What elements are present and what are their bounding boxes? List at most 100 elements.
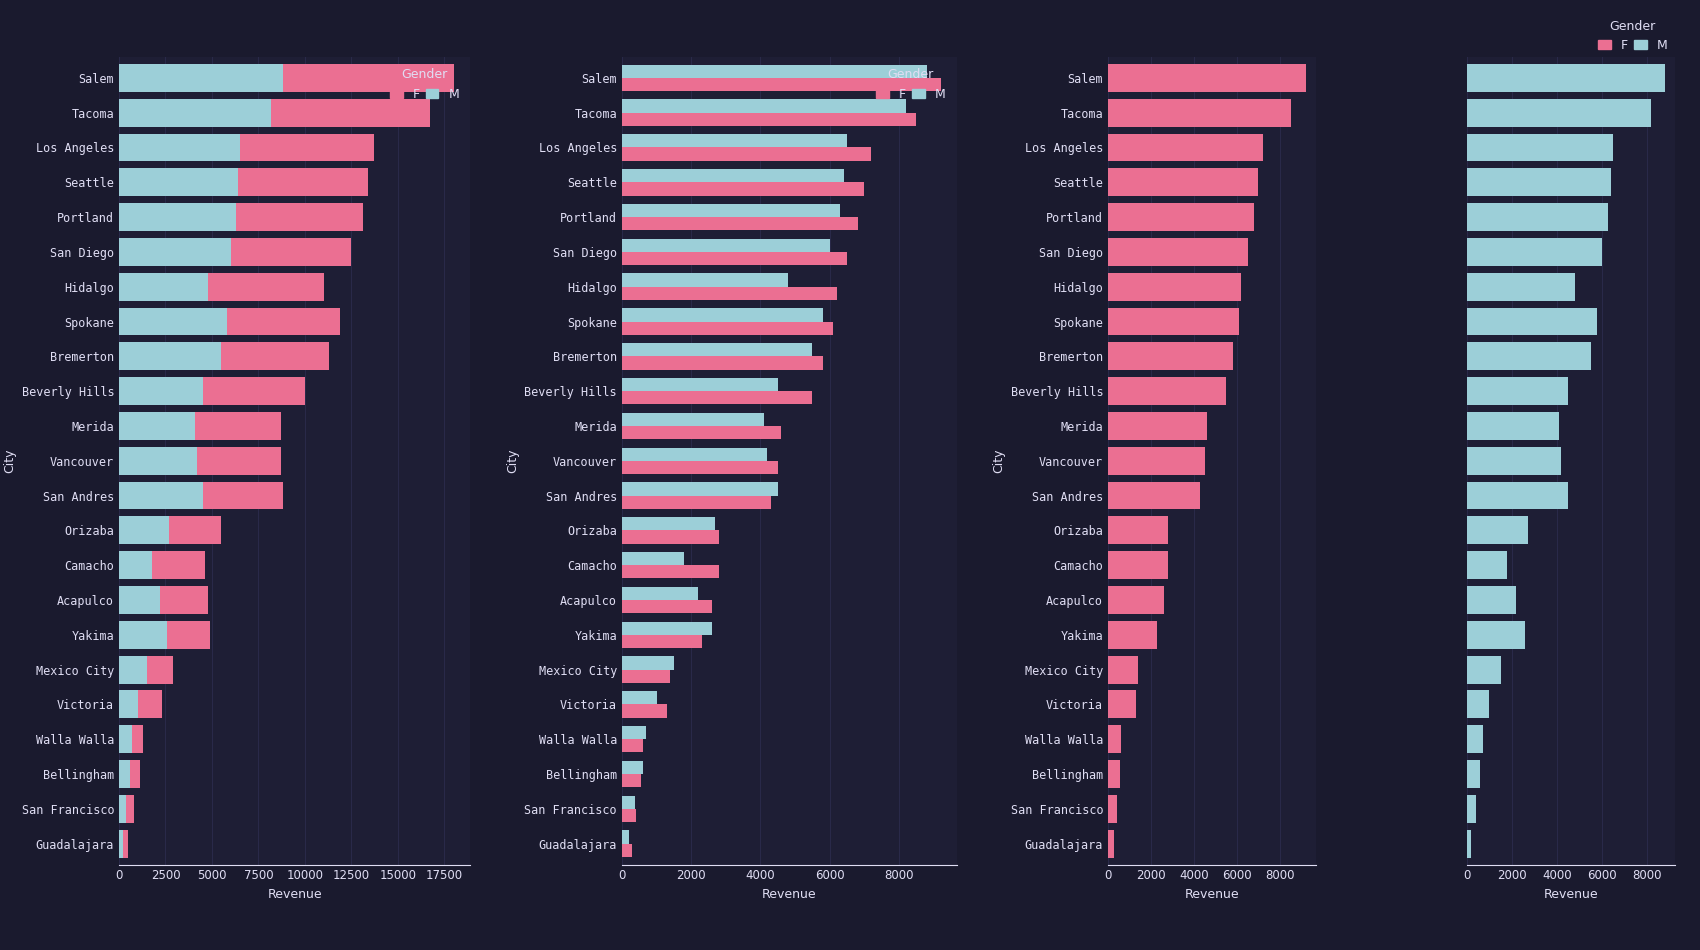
X-axis label: Revenue: Revenue: [1185, 888, 1239, 901]
Bar: [1108, 203, 1255, 231]
Bar: [622, 726, 646, 739]
Bar: [622, 100, 906, 113]
Bar: [119, 64, 282, 92]
Bar: [622, 218, 857, 230]
Bar: [622, 447, 767, 461]
Bar: [1108, 168, 1258, 197]
Bar: [1467, 377, 1567, 405]
X-axis label: Revenue: Revenue: [762, 888, 816, 901]
Bar: [119, 795, 126, 823]
Bar: [622, 565, 719, 579]
Bar: [119, 342, 221, 370]
Bar: [119, 134, 240, 162]
Bar: [622, 412, 763, 426]
Bar: [622, 739, 643, 752]
Bar: [122, 829, 128, 858]
Bar: [1108, 99, 1290, 126]
Bar: [119, 273, 209, 300]
Bar: [1108, 482, 1200, 509]
Bar: [119, 238, 231, 266]
Bar: [119, 517, 170, 544]
Bar: [197, 446, 280, 475]
Legend: F, M: F, M: [386, 64, 464, 105]
Bar: [622, 169, 843, 182]
Bar: [622, 274, 789, 287]
Bar: [1108, 725, 1120, 753]
Bar: [622, 483, 779, 496]
X-axis label: Revenue: Revenue: [267, 888, 321, 901]
Bar: [119, 99, 272, 126]
Bar: [1108, 586, 1165, 614]
Bar: [1467, 446, 1561, 475]
Bar: [622, 517, 716, 530]
Bar: [622, 692, 656, 704]
Bar: [622, 309, 823, 321]
Bar: [119, 760, 131, 788]
Bar: [272, 99, 430, 126]
Bar: [622, 78, 940, 91]
Bar: [119, 482, 202, 509]
Bar: [1467, 586, 1516, 614]
Bar: [119, 377, 202, 405]
Bar: [1467, 691, 1489, 718]
Bar: [1108, 446, 1205, 475]
Bar: [622, 147, 872, 161]
Bar: [1467, 760, 1481, 788]
Bar: [622, 113, 916, 126]
Bar: [1108, 691, 1136, 718]
Bar: [119, 551, 153, 580]
Bar: [1108, 238, 1248, 266]
Bar: [282, 64, 454, 92]
Bar: [138, 691, 162, 718]
Bar: [622, 670, 670, 683]
Bar: [1108, 273, 1241, 300]
Bar: [238, 168, 369, 197]
Bar: [1108, 656, 1137, 683]
Bar: [1108, 308, 1239, 335]
Bar: [622, 204, 840, 218]
Bar: [202, 482, 282, 509]
Bar: [622, 830, 629, 844]
Bar: [622, 182, 864, 196]
Bar: [622, 134, 847, 147]
Bar: [119, 725, 133, 753]
Bar: [622, 704, 666, 717]
Bar: [209, 273, 323, 300]
Bar: [622, 552, 685, 565]
Bar: [622, 65, 926, 78]
Legend: F, M: F, M: [870, 64, 950, 105]
Bar: [1467, 342, 1591, 370]
Bar: [622, 656, 673, 670]
Bar: [622, 321, 833, 334]
Legend: F, M: F, M: [1593, 15, 1673, 57]
Bar: [622, 761, 643, 774]
Bar: [622, 287, 836, 300]
Bar: [126, 795, 134, 823]
Bar: [119, 691, 138, 718]
Bar: [1467, 829, 1472, 858]
Y-axis label: City: City: [3, 448, 15, 473]
Bar: [1467, 64, 1664, 92]
Bar: [1467, 795, 1476, 823]
Bar: [119, 412, 196, 440]
Bar: [119, 621, 167, 649]
Bar: [622, 356, 823, 370]
Bar: [622, 530, 719, 543]
Bar: [1467, 99, 1651, 126]
Bar: [1108, 64, 1306, 92]
Bar: [240, 134, 374, 162]
Bar: [622, 496, 770, 509]
Bar: [622, 600, 712, 613]
Bar: [622, 426, 782, 439]
Bar: [119, 446, 197, 475]
Bar: [131, 760, 141, 788]
Bar: [1108, 621, 1158, 649]
Bar: [1108, 412, 1207, 440]
Bar: [1108, 134, 1263, 162]
Bar: [1467, 168, 1610, 197]
Bar: [231, 238, 352, 266]
Bar: [1467, 482, 1567, 509]
Bar: [160, 586, 209, 614]
Bar: [119, 203, 236, 231]
Bar: [119, 308, 226, 335]
